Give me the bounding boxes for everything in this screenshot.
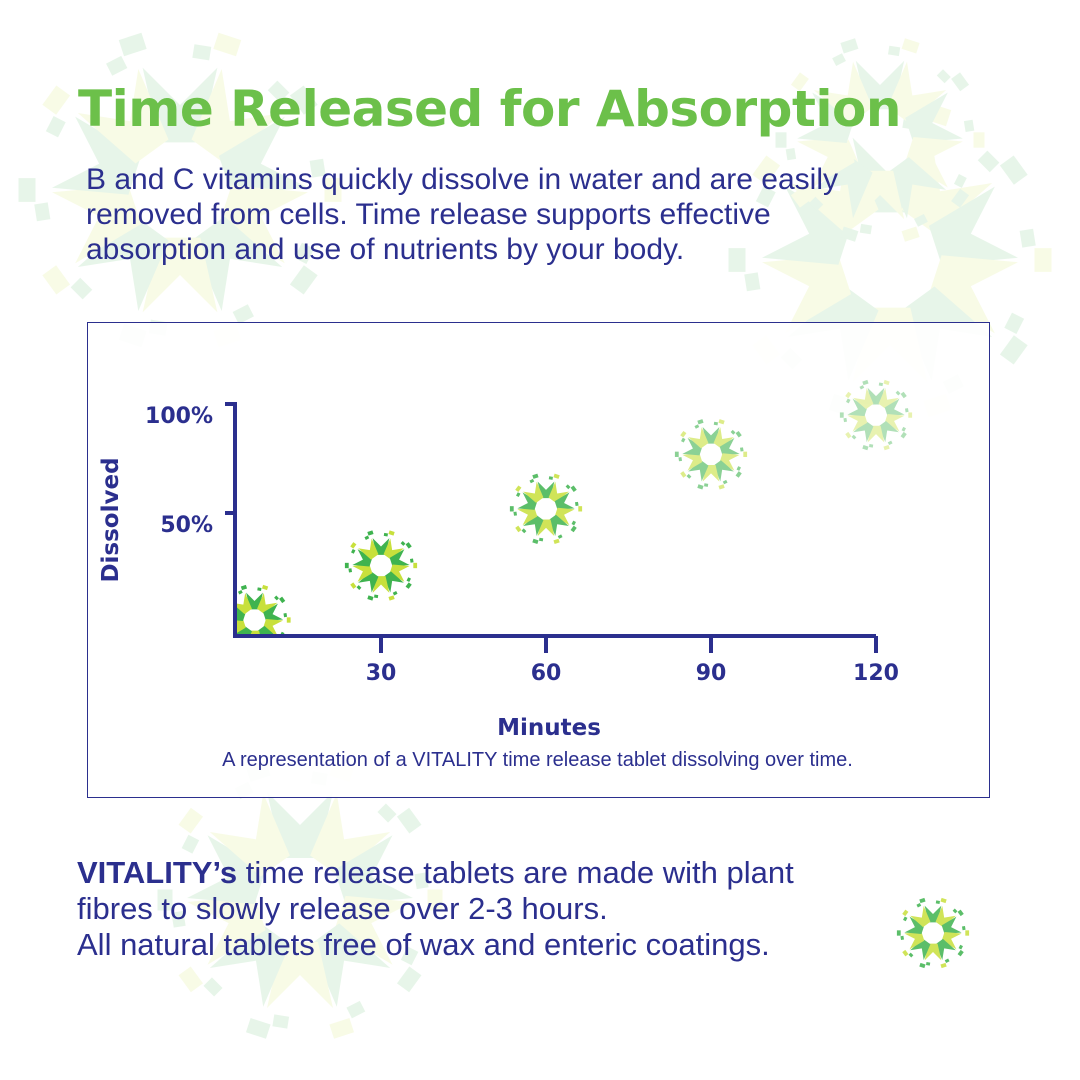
page-title: Time Released for Absorption	[78, 80, 901, 138]
y-tick-label: 100%	[145, 404, 213, 429]
data-point-tablet	[839, 379, 913, 451]
intro-text: B and C vitamins quickly dissolve in wat…	[86, 162, 1006, 267]
data-point-tablet	[674, 419, 748, 490]
intro-line: absorption and use of nutrients by your …	[86, 233, 685, 266]
x-tick-label: 90	[696, 661, 727, 686]
y-tick-label: 50%	[160, 513, 213, 538]
footer-line: fibres to slowly release over 2-3 hours.	[77, 891, 608, 926]
dissolve-chart: 50% 100% 30 60 90 120 Minutes Dissolved	[98, 379, 913, 741]
x-axis-label: Minutes	[497, 715, 601, 741]
x-tick-label: 120	[853, 661, 899, 686]
data-point-tablet	[509, 473, 583, 544]
intro-line: removed from cells. Time release support…	[86, 198, 771, 231]
data-point-tablet	[237, 584, 291, 634]
brand-name: VITALITY’s	[77, 855, 238, 890]
footer-line: All natural tablets free of wax and ente…	[77, 927, 770, 962]
chart-panel: 50% 100% 30 60 90 120 Minutes Dissolved	[87, 322, 990, 798]
tablet-icon	[896, 897, 970, 969]
footer-text: VITALITY’s time release tablets are made…	[77, 855, 794, 963]
background-tablet-icon	[775, 38, 985, 242]
y-axis-label: Dissolved	[98, 457, 124, 582]
intro-line: B and C vitamins quickly dissolve in wat…	[86, 163, 839, 196]
chart-caption: A representation of a VITALITY time rele…	[222, 749, 853, 771]
x-tick-label: 60	[531, 661, 562, 686]
tablet-icon	[896, 897, 970, 969]
x-tick-label: 30	[366, 661, 397, 686]
footer-line: time release tablets are made with plant	[237, 855, 794, 890]
data-point-tablet	[344, 530, 418, 601]
